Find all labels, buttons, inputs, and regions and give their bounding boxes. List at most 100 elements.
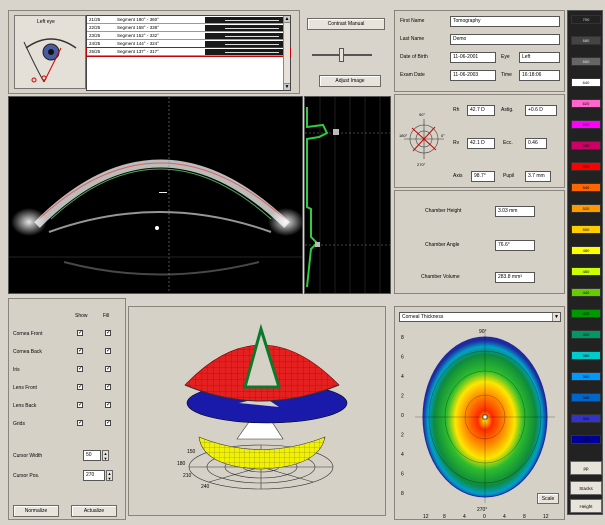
palette-swatch: 660 (571, 57, 601, 66)
eye-icon-box[interactable]: Left eye (14, 15, 86, 89)
layer-fill-checkbox[interactable]: ✓ (105, 366, 112, 372)
r-tick-240: 240 (201, 484, 210, 490)
palette-height-button[interactable]: Height (570, 499, 602, 513)
segment-row[interactable]: 22/25 Segment 158° - 338° (87, 24, 290, 32)
layers-panel: Show Fill Cornea Front ✓ ✓ Cornea Back ✓ ✓ Iri… (8, 298, 126, 520)
contrast-slider[interactable] (312, 48, 372, 62)
map-x-tick: 12 (543, 514, 549, 520)
rh-label: Rh (453, 107, 460, 113)
layer-show-checkbox[interactable]: ✓ (77, 366, 84, 372)
palette-swatch: 420 (571, 309, 601, 318)
cursor-pos-field[interactable]: 270 (83, 470, 105, 481)
map-x-tick: 4 (503, 514, 506, 520)
segment-row[interactable]: 21/25 Segment 180° - 360° (87, 16, 290, 24)
layer-fill-checkbox[interactable]: ✓ (105, 420, 112, 426)
layer-label: Grids (13, 421, 25, 427)
map-y-tick: 8 (401, 335, 404, 341)
layer-fill-checkbox[interactable]: ✓ (105, 384, 112, 390)
map-x-tick: 8 (443, 514, 446, 520)
layer-show-checkbox[interactable]: ✓ (77, 348, 84, 354)
segment-thumbnail (205, 17, 283, 23)
chamber-height-label: Chamber Height (425, 208, 462, 214)
exam-date-field[interactable]: 11-06-2003 (450, 70, 496, 81)
layer-show-checkbox[interactable]: ✓ (77, 384, 84, 390)
layer-fill-checkbox[interactable]: ✓ (105, 348, 112, 354)
cursor-pos-spinner[interactable]: ▲ ▼ (106, 470, 113, 481)
chamber-height-field: 3.03 mm (495, 206, 535, 217)
chamber-angle-field: 76.6° (495, 240, 535, 251)
map-type-dropdown[interactable]: Corneal Thickness (399, 312, 561, 322)
segment-list[interactable]: 21/25 Segment 180° - 360° 22/25 Segment 158… (86, 15, 291, 91)
actualize-button[interactable]: Actualize (71, 505, 117, 517)
scheimpflug-image[interactable] (8, 96, 303, 294)
segment-text: Segment 180° - 360° (117, 17, 159, 22)
ecc-label: Ecc. (503, 140, 513, 146)
palette-swatch: 600 (571, 120, 601, 129)
3d-anterior-model: 150 180 210 240 (177, 323, 348, 490)
palette-swatch: 460 (571, 267, 601, 276)
astig-field: +0.6 D (525, 105, 557, 116)
pupil-label: Pupil (503, 173, 515, 179)
anterior-segment-image (9, 97, 302, 293)
dropdown-chevron-icon[interactable]: ▼ (552, 313, 560, 321)
eye-icon (23, 38, 77, 83)
segment-row[interactable]: 24/25 Segment 144° - 324° (87, 40, 290, 48)
rv-label: Rv (453, 140, 460, 146)
last-name-label: Last Name (400, 36, 425, 42)
palette-swatch: 500 (571, 225, 601, 234)
layer-fill-checkbox[interactable]: ✓ (105, 402, 112, 408)
contrast-manual-button[interactable]: Contrast Manual (307, 18, 385, 30)
palette-swatch: 560 (571, 162, 601, 171)
eye-label: Eye (501, 54, 510, 60)
map-y-tick: 0 (401, 413, 404, 419)
scroll-up-icon[interactable]: ▲ (284, 16, 290, 23)
adjust-image-button[interactable]: Adjust Image (319, 75, 381, 87)
segment-text: Segment 152° - 332° (117, 33, 159, 38)
palette-pp-button[interactable]: pp (570, 461, 602, 475)
dob-field[interactable]: 11-06-2001 (450, 52, 496, 63)
layer-label: Lens Back (13, 403, 37, 409)
map-y-tick: 4 (401, 452, 404, 458)
time-field[interactable]: 16:18:06 (519, 70, 560, 81)
palette-swatch: 400 (571, 330, 601, 339)
map-y-tick: 6 (401, 472, 404, 478)
thickness-map: 90° 270° 8 6 4 2 0 2 4 6 8 12 8 4 0 4 8 12 (401, 329, 555, 520)
palette-stacks-button[interactable]: Stacks (570, 481, 602, 495)
layer-show-checkbox[interactable]: ✓ (77, 420, 84, 426)
segment-row[interactable]: 23/25 Segment 152° - 332° (87, 32, 290, 40)
scale-button[interactable]: Scale (537, 493, 559, 504)
pupil-field: 3.7 mm (525, 171, 551, 182)
layer-show-checkbox[interactable]: ✓ (77, 330, 84, 336)
time-label: Time (501, 72, 512, 78)
eye-field[interactable]: Left (519, 52, 560, 63)
normalize-button[interactable]: Normalize (13, 505, 59, 517)
deg-right-text: 0° (441, 133, 445, 138)
r-tick-180: 180 (177, 461, 186, 467)
density-graph (305, 97, 390, 293)
eye-side-label: Left eye (37, 19, 55, 25)
color-scale-palette: 700 680 660 640 620 600 580 560 540 520 500 480 460 4… (567, 10, 603, 515)
scroll-down-icon[interactable]: ▼ (284, 83, 290, 90)
list-scrollbar[interactable]: ▲ ▼ (283, 16, 290, 90)
r-tick-210: 210 (183, 473, 192, 479)
segment-text: Segment 144° - 324° (117, 41, 159, 46)
axis-field: 98.7° (471, 171, 495, 182)
deg-top-text: 90° (419, 112, 425, 117)
rh-field: 42.7 D (467, 105, 495, 116)
cursor-width-field[interactable]: 50 (83, 450, 101, 461)
palette-swatch: 480 (571, 246, 601, 255)
slider-thumb[interactable] (339, 48, 344, 62)
segment-text: Segment 158° - 338° (117, 25, 159, 30)
cursor-width-spinner[interactable]: ▲ ▼ (102, 450, 109, 461)
segment-number: 24/25 (89, 41, 101, 46)
layer-show-checkbox[interactable]: ✓ (77, 402, 84, 408)
astig-label: Astig. (501, 107, 514, 113)
3d-model-panel[interactable]: 150 180 210 240 (128, 306, 386, 516)
first-name-field[interactable]: Tomography (450, 16, 560, 27)
segment-row[interactable]: 25/25 Segment 137° - 317° (86, 47, 291, 57)
layer-fill-checkbox[interactable]: ✓ (105, 330, 112, 336)
last-name-field[interactable]: Demo (450, 34, 560, 45)
map-y-tick: 2 (401, 394, 404, 400)
segment-number: 25/25 (89, 49, 101, 54)
